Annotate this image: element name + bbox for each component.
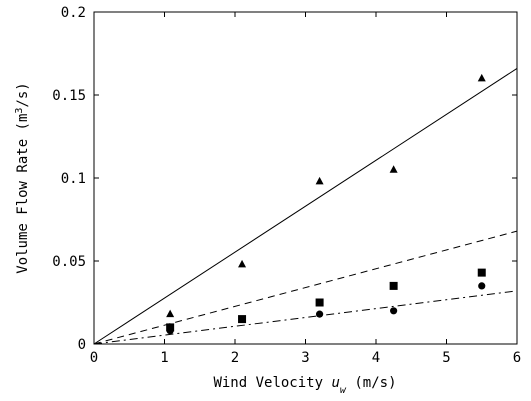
x-tick-label: 1 xyxy=(160,350,168,366)
triangle-marker xyxy=(316,177,324,185)
square-marker xyxy=(238,315,246,323)
y-tick-label: 0.05 xyxy=(52,254,86,270)
circle-marker xyxy=(167,327,174,334)
y-tick-label: 0.15 xyxy=(52,88,86,104)
triangle-marker xyxy=(238,260,246,268)
x-tick-label: 6 xyxy=(513,350,521,366)
data-markers xyxy=(166,74,486,334)
y-tick-label: 0 xyxy=(78,337,86,353)
fit-line-dashed xyxy=(94,231,517,344)
fit-line-solid xyxy=(94,68,517,344)
circle-marker xyxy=(478,282,485,289)
y-tick-label: 0.1 xyxy=(61,171,86,187)
y-axis: 0 0.05 0.1 0.15 0.2 xyxy=(52,5,517,353)
x-tick-label: 5 xyxy=(442,350,450,366)
square-marker xyxy=(478,269,486,277)
triangle-marker xyxy=(390,165,398,173)
x-tick-label: 4 xyxy=(372,350,380,366)
x-tick-label: 3 xyxy=(301,350,309,366)
circle-marker xyxy=(316,311,323,318)
square-marker xyxy=(316,299,324,307)
y-axis-label: Volume Flow Rate (m3/s) xyxy=(14,82,32,273)
triangle-marker xyxy=(478,74,486,82)
x-tick-label: 0 xyxy=(90,350,98,366)
circle-marker xyxy=(390,307,397,314)
triangle-marker xyxy=(166,310,174,318)
fit-lines xyxy=(94,68,517,344)
plot-frame xyxy=(94,12,517,344)
square-marker xyxy=(390,282,398,290)
x-tick-label: 2 xyxy=(231,350,239,366)
x-axis-label: Wind Velocity uw (m/s) xyxy=(213,375,396,396)
y-tick-label: 0.2 xyxy=(61,5,86,21)
x-axis: 0 1 2 3 4 5 6 xyxy=(90,12,521,366)
fit-line-dashdot xyxy=(94,291,517,344)
